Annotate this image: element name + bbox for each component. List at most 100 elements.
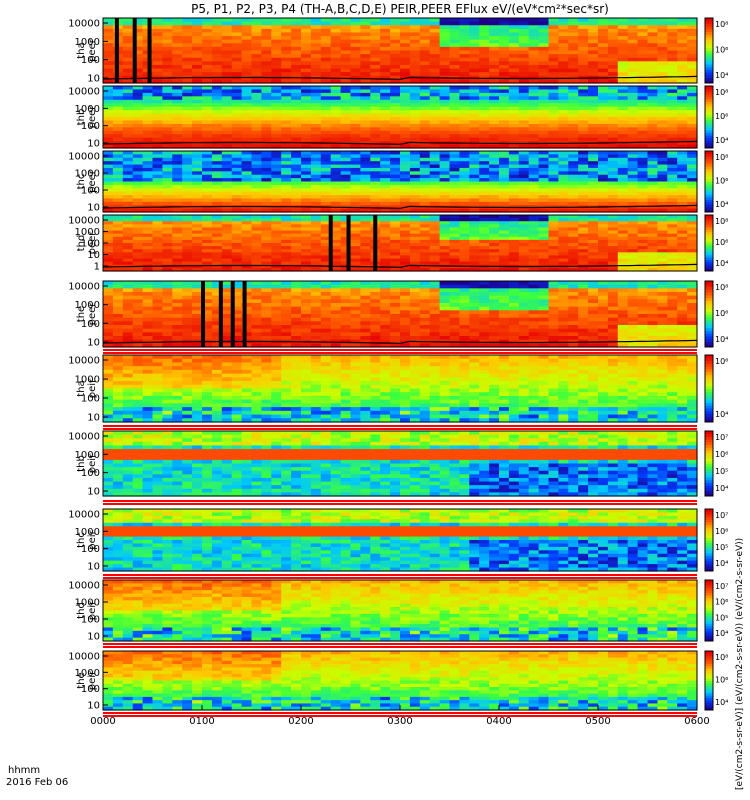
- heatmap-cell: [677, 198, 688, 203]
- heatmap-cell: [182, 195, 193, 200]
- heatmap-cell: [687, 113, 698, 118]
- heatmap-cell: [251, 110, 262, 115]
- heatmap-cell: [489, 198, 500, 203]
- heatmap-cell: [251, 184, 262, 189]
- heatmap-cell: [380, 92, 391, 97]
- heatmap-cell: [647, 157, 658, 162]
- heatmap-cell: [211, 110, 223, 115]
- heatmap-cell: [182, 306, 193, 311]
- heatmap-cell: [598, 89, 609, 94]
- heatmap-cell: [499, 243, 510, 247]
- heatmap-cell: [578, 106, 589, 111]
- heatmap-cell: [677, 50, 688, 55]
- heatmap-cell: [271, 151, 282, 155]
- heatmap-cell: [221, 68, 233, 73]
- y-tick-label: 1000: [75, 227, 100, 238]
- colorbar-segment: [705, 50, 713, 54]
- heatmap-cell: [370, 86, 381, 91]
- heatmap-cell: [449, 130, 460, 135]
- heatmap-cell: [281, 230, 292, 235]
- heatmap-cell: [647, 188, 658, 193]
- heatmap-cell: [578, 261, 589, 266]
- heatmap-cell: [103, 123, 114, 128]
- heatmap-cell: [103, 317, 114, 322]
- heatmap-cell: [687, 224, 698, 229]
- heatmap-cell: [380, 18, 391, 23]
- heatmap-cell: [479, 201, 490, 206]
- heatmap-cell: [449, 120, 460, 125]
- colorbar-segment: [705, 240, 713, 244]
- heatmap-cell: [182, 167, 193, 172]
- heatmap-cell: [112, 252, 124, 257]
- heatmap-cell: [132, 230, 144, 235]
- heatmap-cell: [647, 246, 658, 250]
- heatmap-cell: [162, 246, 173, 250]
- heatmap-cell: [172, 46, 183, 52]
- heatmap-cell: [122, 64, 134, 70]
- heatmap-cell: [508, 221, 520, 225]
- heatmap-cell: [657, 208, 668, 213]
- heatmap-cell: [122, 25, 134, 30]
- heatmap-cell: [103, 198, 114, 203]
- heatmap-cell: [489, 255, 500, 260]
- heatmap-cell: [479, 86, 490, 91]
- heatmap-cell: [459, 68, 470, 73]
- heatmap-cell: [479, 195, 490, 200]
- heatmap-cell: [330, 151, 342, 155]
- heatmap-cell: [132, 191, 144, 196]
- heatmap-cell: [508, 113, 520, 118]
- heatmap-cell: [202, 43, 213, 48]
- heatmap-cell: [489, 110, 500, 115]
- heatmap-cell: [677, 164, 688, 169]
- heatmap-cell: [528, 43, 540, 48]
- heatmap-cell: [330, 50, 342, 55]
- heatmap-cell: [409, 215, 421, 219]
- heatmap-cell: [528, 243, 540, 247]
- heatmap-cell: [281, 195, 292, 200]
- heatmap-cell: [499, 157, 510, 162]
- heatmap-cell: [449, 21, 460, 26]
- data-gap-stripe: [147, 18, 152, 83]
- heatmap-cell: [657, 258, 668, 263]
- colorbar-segment: [705, 168, 713, 172]
- heatmap-cell: [538, 267, 550, 272]
- heatmap-cell: [310, 181, 322, 186]
- heatmap-cell: [607, 264, 619, 269]
- heatmap-cell: [261, 258, 272, 263]
- heatmap-cell: [162, 79, 173, 84]
- heatmap-cell: [528, 233, 540, 238]
- heatmap-cell: [439, 28, 451, 34]
- heatmap-cell: [202, 236, 213, 241]
- heatmap-cell: [667, 57, 678, 62]
- heatmap-cell: [162, 54, 173, 59]
- heatmap-cell: [350, 92, 361, 97]
- heatmap-cell: [152, 310, 163, 315]
- heatmap-cell: [637, 144, 649, 149]
- heatmap-cell: [231, 227, 243, 232]
- heatmap-cell: [162, 117, 173, 122]
- heatmap-cell: [469, 99, 480, 104]
- heatmap-cell: [489, 191, 500, 196]
- heatmap-cell: [241, 130, 253, 135]
- heatmap-cell: [598, 72, 609, 77]
- heatmap-cell: [627, 178, 639, 183]
- heatmap-cell: [211, 57, 223, 62]
- heatmap-cell: [221, 267, 233, 272]
- heatmap-cell: [103, 310, 114, 315]
- heatmap-cell: [508, 151, 520, 155]
- heatmap-cell: [231, 198, 243, 203]
- heatmap-cell: [489, 57, 500, 62]
- heatmap-cell: [231, 205, 243, 210]
- heatmap-cell: [528, 46, 540, 52]
- heatmap-cell: [231, 21, 243, 26]
- colorbar-segment: [705, 20, 713, 24]
- heatmap-cell: [112, 255, 124, 260]
- heatmap-cell: [132, 164, 144, 169]
- heatmap-cell: [578, 164, 589, 169]
- heatmap-cell: [132, 151, 144, 155]
- heatmap-cell: [142, 221, 154, 225]
- heatmap-cell: [439, 184, 451, 189]
- heatmap-cell: [320, 123, 332, 128]
- heatmap-cell: [370, 57, 381, 62]
- heatmap-cell: [152, 123, 163, 128]
